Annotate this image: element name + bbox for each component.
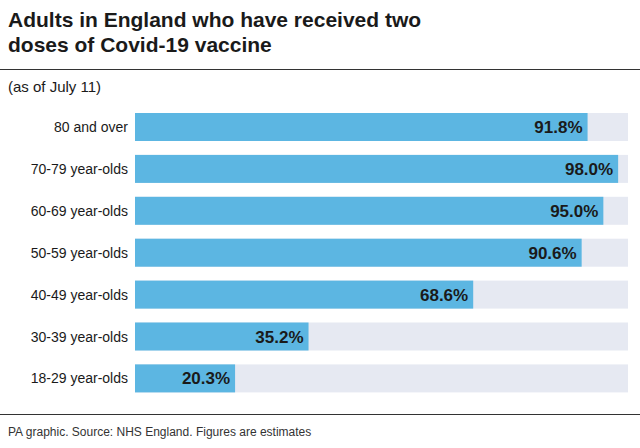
category-label: 70-79 year-olds xyxy=(31,161,128,177)
category-label: 18-29 year-olds xyxy=(31,370,128,386)
title-line: Adults in England who have received two xyxy=(8,8,421,31)
category-label: 40-49 year-olds xyxy=(31,287,128,303)
data-label: 68.6% xyxy=(420,286,468,305)
track xyxy=(135,281,628,309)
title-line: doses of Covid-19 vaccine xyxy=(8,33,272,56)
bar xyxy=(135,323,309,351)
data-label: 35.2% xyxy=(255,328,303,347)
note: PA graphic. Source: NHS England. Figures… xyxy=(8,425,311,439)
category-label: 80 and over xyxy=(54,119,128,135)
bar xyxy=(135,239,582,267)
data-label: 95.0% xyxy=(550,202,598,221)
data-label: 90.6% xyxy=(528,244,576,263)
subtitle: (as of July 11) xyxy=(8,78,101,95)
title: Adults in England who have received twod… xyxy=(8,8,421,56)
bar xyxy=(135,155,618,183)
track xyxy=(135,239,628,267)
bar xyxy=(135,281,473,309)
track xyxy=(135,155,628,183)
bar xyxy=(135,197,603,225)
track xyxy=(135,364,628,392)
data-label: 91.8% xyxy=(534,118,582,137)
track xyxy=(135,197,628,225)
rule xyxy=(0,69,640,70)
bars xyxy=(135,113,618,392)
category-label: 60-69 year-olds xyxy=(31,203,128,219)
rule xyxy=(0,414,640,415)
background xyxy=(0,0,640,448)
category-label: 50-59 year-olds xyxy=(31,245,128,261)
data-label: 20.3% xyxy=(182,369,230,388)
category-label: 30-39 year-olds xyxy=(31,329,128,345)
labels: 91.8% 80 and over 98.0% 70-79 year-olds 95.0… xyxy=(31,118,613,388)
chart: Adults in England who have received twod… xyxy=(0,0,640,448)
data-label: 98.0% xyxy=(565,160,613,179)
bar xyxy=(135,364,235,392)
tracks xyxy=(135,113,628,392)
track xyxy=(135,323,628,351)
track xyxy=(135,113,628,141)
bar xyxy=(135,113,588,141)
